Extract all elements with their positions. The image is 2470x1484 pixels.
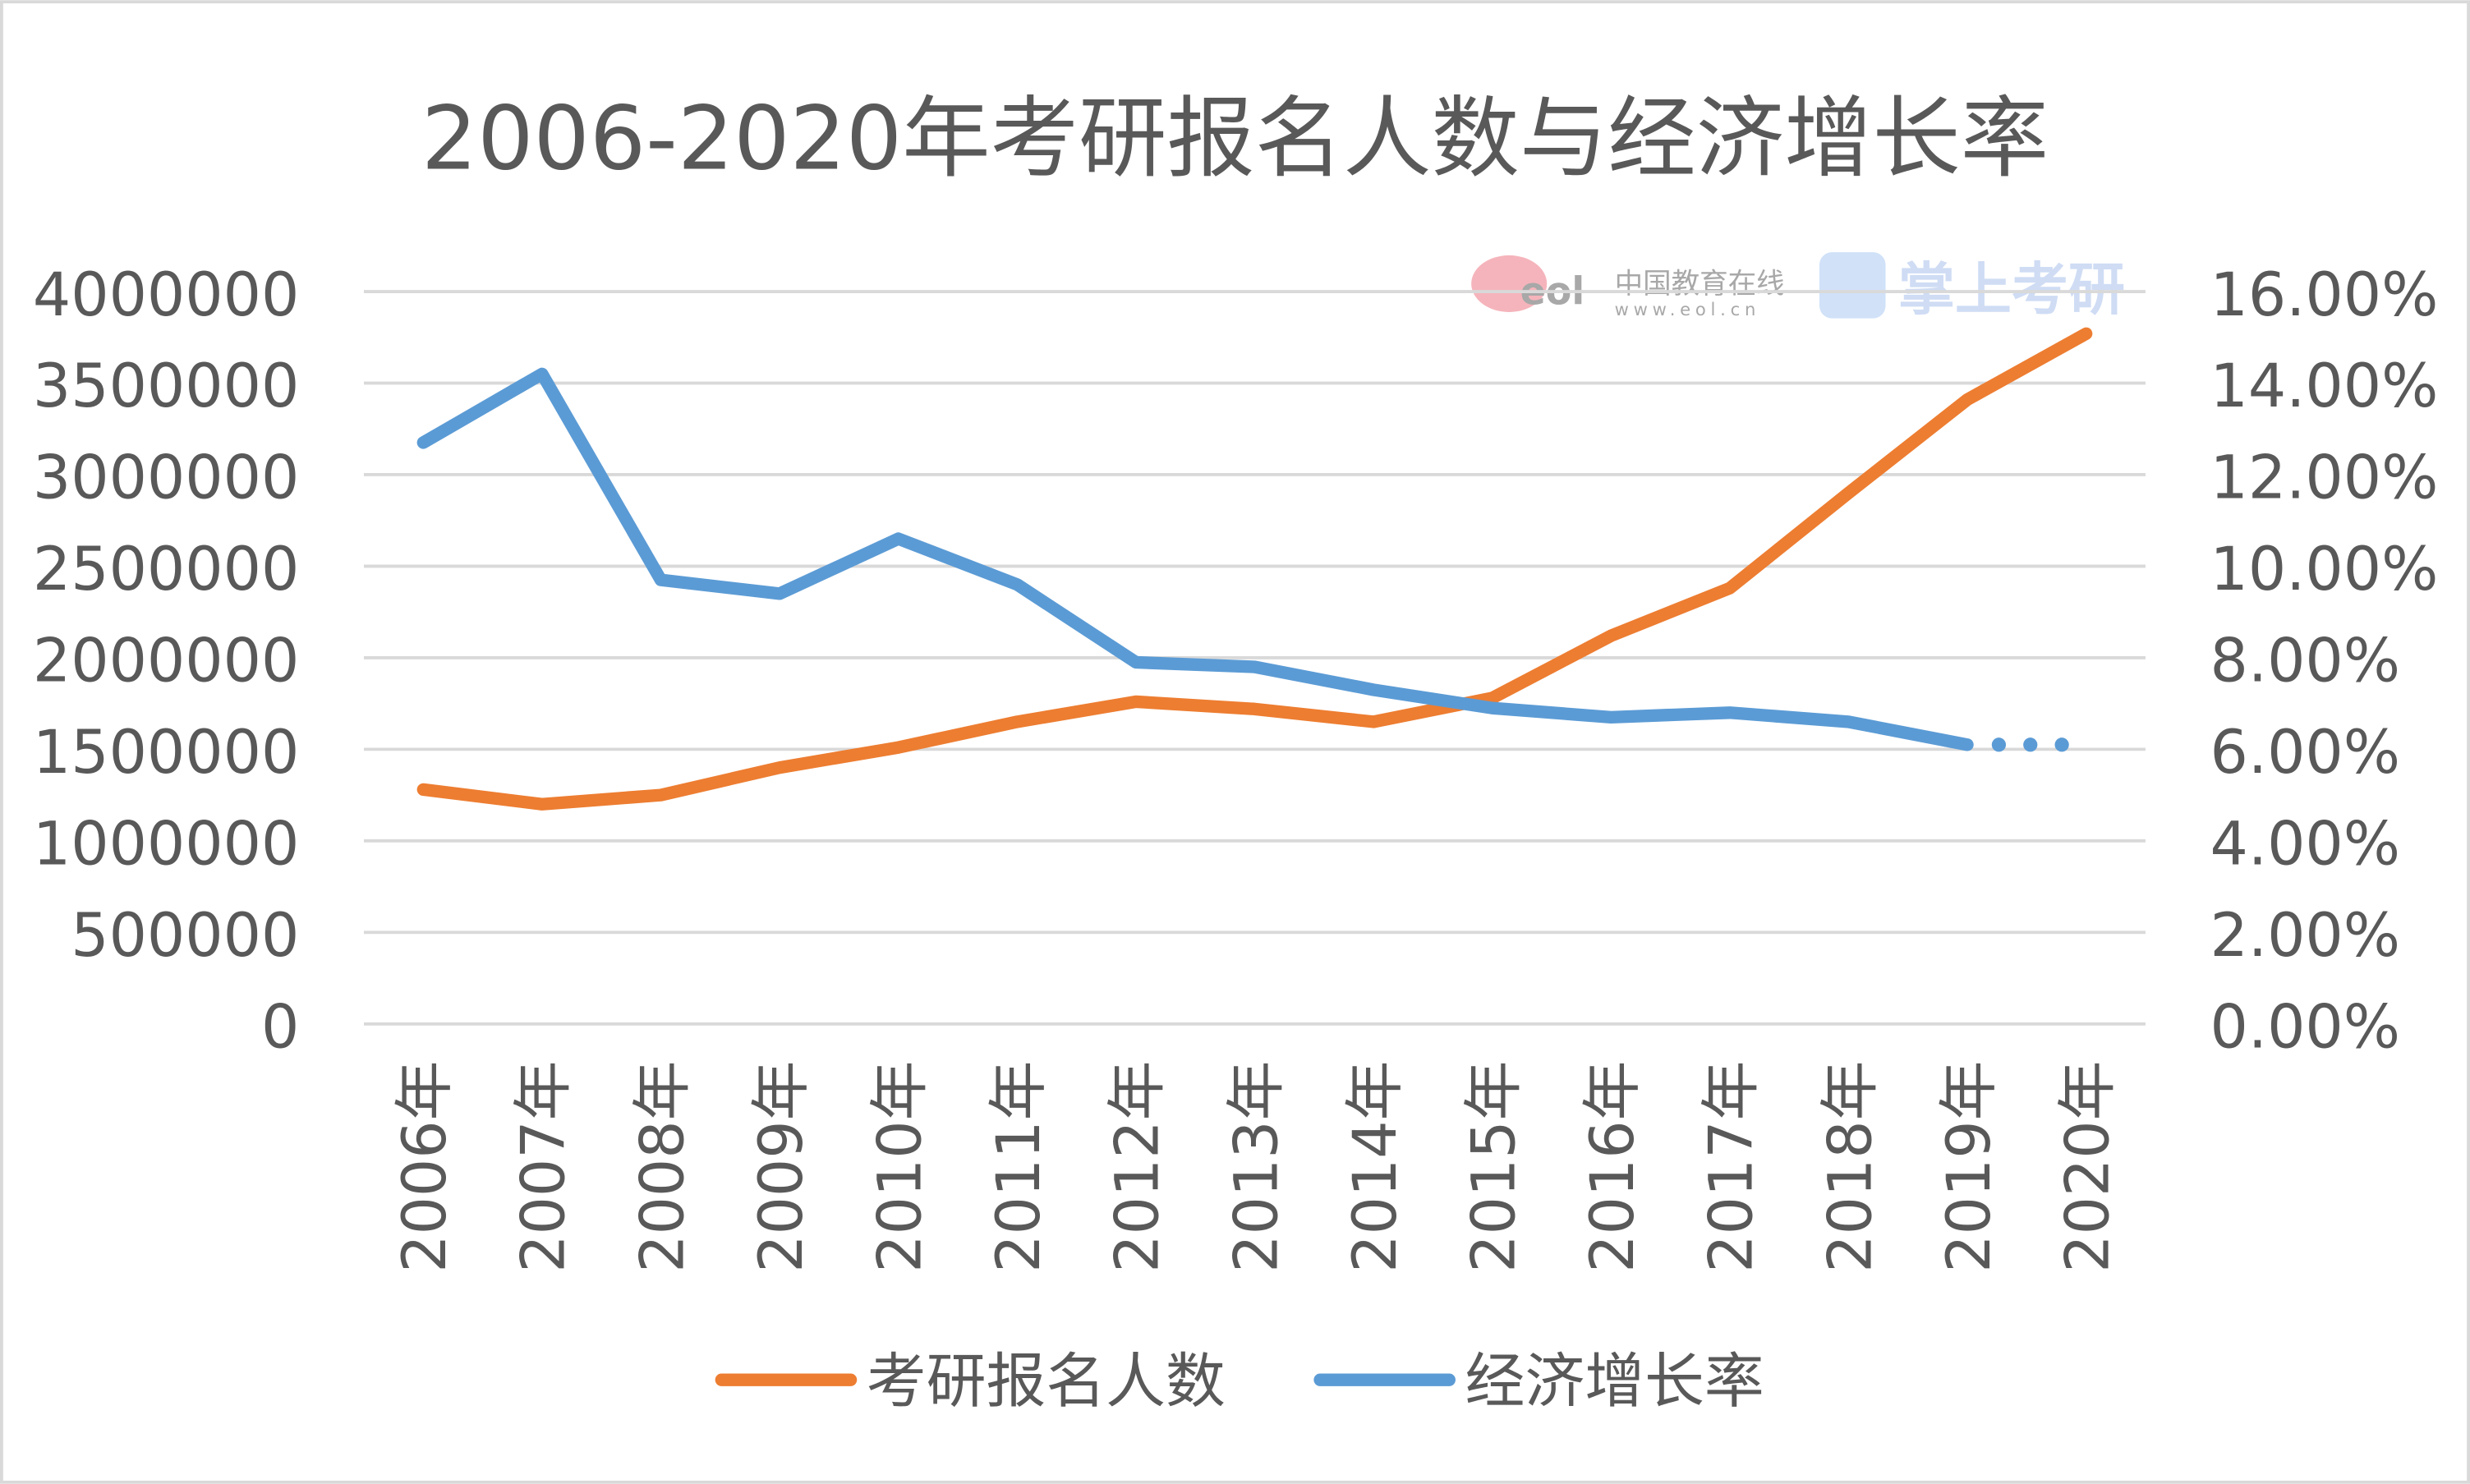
x-tick-label: 2012年 — [1103, 1060, 1173, 1272]
watermark-text: 中国教育在线 — [1615, 268, 1785, 301]
x-tick-label: 2019年 — [1934, 1060, 2004, 1272]
y-left-tick-label: 3000000 — [33, 443, 299, 513]
dotted-extension-dot — [1991, 737, 2007, 752]
y-left-tick-label: 1000000 — [33, 810, 299, 880]
x-tick-label: 2006年 — [390, 1060, 460, 1272]
series-line-2 — [416, 367, 1974, 751]
graduation-cap-icon — [1819, 252, 1886, 319]
y-right-tick-label: 0.00% — [2210, 993, 2400, 1063]
y-left-tick-label: 2500000 — [33, 535, 299, 604]
dotted-extension-dot — [2054, 737, 2069, 752]
y-left-tick-label: 1500000 — [33, 718, 299, 788]
y-right-tick-label: 4.00% — [2210, 810, 2400, 880]
y-right-tick-label: 12.00% — [2210, 443, 2439, 513]
y-left-tick-label: 4000000 — [33, 260, 299, 330]
eol-logo — [1471, 255, 1548, 312]
y-right-tick-label: 6.00% — [2210, 718, 2400, 788]
legend-label: 经济增长率 — [1465, 1347, 1764, 1417]
x-tick-label: 2014年 — [1341, 1060, 1410, 1272]
y-right-tick-label: 8.00% — [2210, 627, 2400, 696]
y-right-tick-label: 16.00% — [2210, 260, 2439, 330]
x-tick-label: 2013年 — [1221, 1060, 1291, 1272]
y-left-tick-label: 2000000 — [33, 627, 299, 696]
x-tick-label: 2015年 — [1460, 1060, 1529, 1272]
x-tick-label: 2008年 — [628, 1060, 697, 1272]
x-tick-label: 2020年 — [2053, 1060, 2123, 1272]
x-tick-label: 2010年 — [866, 1060, 936, 1272]
dotted-extension-dot — [2023, 737, 2038, 752]
x-tick-label: 2009年 — [747, 1060, 816, 1272]
legend: 考研报名人数 经济增长率 — [715, 1347, 1764, 1417]
chart-title: 2006-2020年考研报名人数与经济增长率 — [421, 87, 2049, 190]
x-tick-label: 2011年 — [984, 1060, 1054, 1272]
x-tick-label: 2016年 — [1578, 1060, 1648, 1272]
y-left-tick-label: 0 — [261, 993, 299, 1063]
x-tick-label: 2018年 — [1815, 1060, 1885, 1272]
legend-label: 考研报名人数 — [867, 1347, 1226, 1417]
x-tick-label: 2017年 — [1697, 1060, 1767, 1272]
y-right-tick-label: 14.00% — [2210, 351, 2439, 421]
y-left-tick-label: 500000 — [71, 901, 299, 971]
y-left-tick-label: 3500000 — [33, 351, 299, 421]
x-tick-label: 2007年 — [509, 1060, 579, 1272]
watermark-url: www.eol.cn — [1615, 299, 1760, 319]
y-right-tick-label: 2.00% — [2210, 901, 2400, 971]
y-right-tick-label: 10.00% — [2210, 535, 2439, 604]
